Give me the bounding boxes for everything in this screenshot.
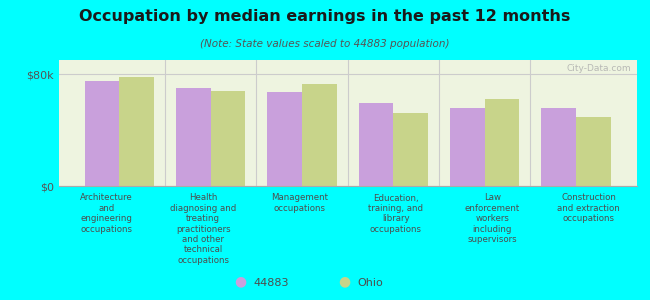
Text: Ohio: Ohio [358,278,384,288]
Bar [267,92,302,186]
Text: Architecture
and
engineering
occupations: Architecture and engineering occupations [81,194,133,234]
Bar [541,108,576,186]
Bar [485,99,519,186]
Bar [393,113,428,186]
Bar [176,88,211,186]
Text: Education,
training, and
library
occupations: Education, training, and library occupat… [369,194,423,234]
Text: Law
enforcement
workers
including
supervisors: Law enforcement workers including superv… [465,194,520,244]
Bar [450,108,485,186]
Bar [84,81,120,186]
Text: (Note: State values scaled to 44883 population): (Note: State values scaled to 44883 popu… [200,39,450,49]
Text: Construction
and extraction
occupations: Construction and extraction occupations [558,194,620,223]
Bar [120,77,154,186]
Bar [302,84,337,186]
Text: Occupation by median earnings in the past 12 months: Occupation by median earnings in the pas… [79,9,571,24]
Text: ●: ● [235,274,246,288]
Text: ●: ● [339,274,350,288]
Bar [576,117,611,186]
Text: Management
occupations: Management occupations [271,194,328,213]
Bar [211,91,246,186]
Text: City-Data.com: City-Data.com [567,64,631,73]
Text: 44883: 44883 [254,278,289,288]
Text: Health
diagnosing and
treating
practitioners
and other
technical
occupations: Health diagnosing and treating practitio… [170,194,236,265]
Bar [359,103,393,186]
